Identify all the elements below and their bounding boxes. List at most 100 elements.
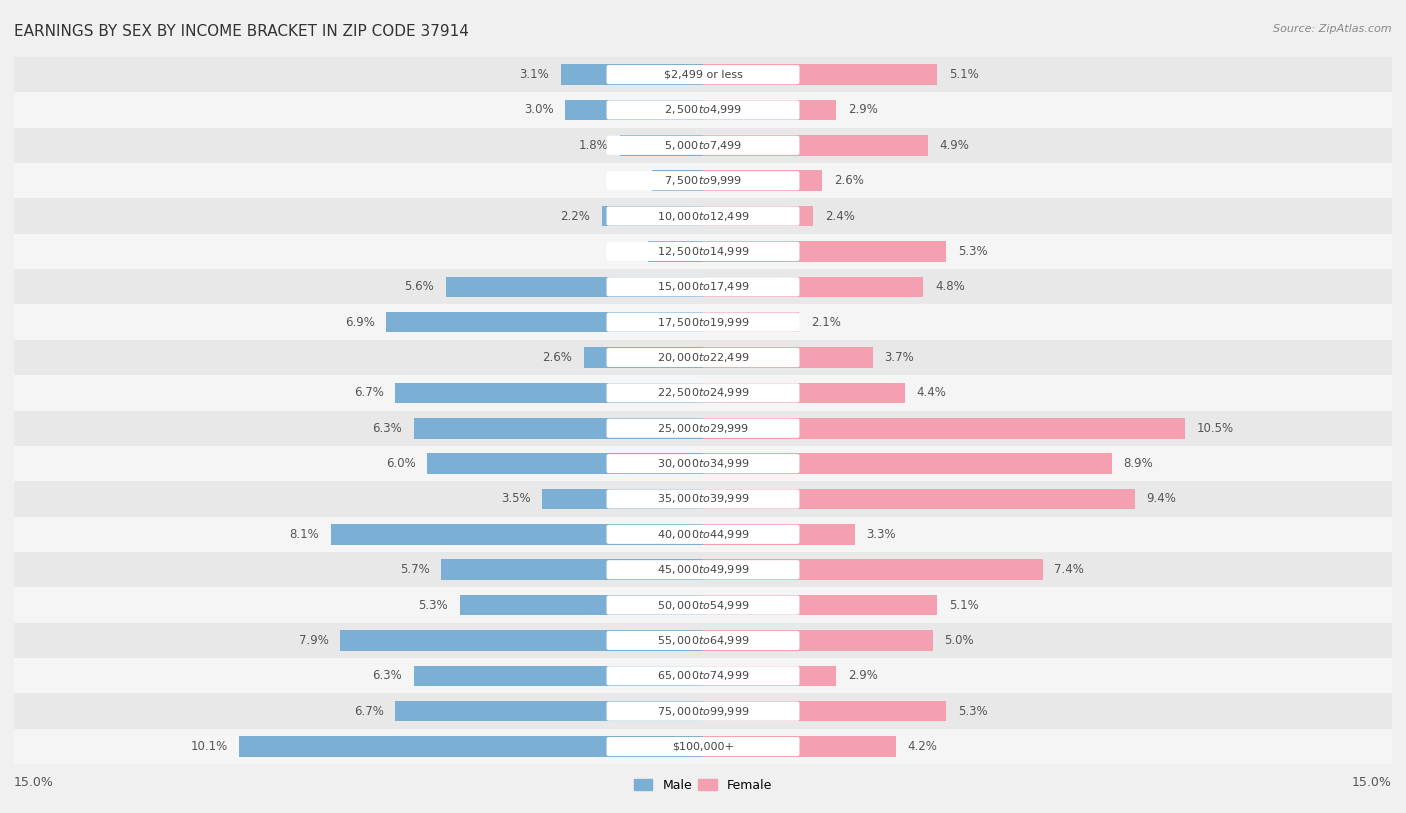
- FancyBboxPatch shape: [606, 525, 800, 544]
- Bar: [14, 304, 1392, 340]
- Bar: [14, 481, 1392, 517]
- FancyBboxPatch shape: [606, 65, 800, 84]
- Text: $55,000 to $64,999: $55,000 to $64,999: [657, 634, 749, 647]
- FancyBboxPatch shape: [606, 384, 800, 402]
- Text: $2,499 or less: $2,499 or less: [664, 70, 742, 80]
- Bar: [703, 312, 800, 333]
- Text: 2.9%: 2.9%: [848, 103, 877, 116]
- Text: 7.4%: 7.4%: [1054, 563, 1084, 576]
- Bar: [703, 241, 946, 262]
- Text: 2.2%: 2.2%: [561, 210, 591, 223]
- Text: 4.4%: 4.4%: [917, 386, 946, 399]
- Text: 2.1%: 2.1%: [811, 315, 841, 328]
- Text: EARNINGS BY SEX BY INCOME BRACKET IN ZIP CODE 37914: EARNINGS BY SEX BY INCOME BRACKET IN ZIP…: [14, 24, 470, 39]
- Bar: [703, 666, 837, 686]
- Text: 6.7%: 6.7%: [354, 705, 384, 718]
- Text: 1.1%: 1.1%: [612, 174, 641, 187]
- Text: 6.0%: 6.0%: [387, 457, 416, 470]
- FancyBboxPatch shape: [606, 596, 800, 615]
- Bar: [441, 559, 703, 580]
- Text: 4.2%: 4.2%: [907, 740, 938, 753]
- FancyBboxPatch shape: [606, 277, 800, 296]
- Text: $5,000 to $7,499: $5,000 to $7,499: [664, 139, 742, 152]
- Text: 3.1%: 3.1%: [519, 68, 550, 81]
- Bar: [703, 559, 1043, 580]
- FancyBboxPatch shape: [606, 172, 800, 190]
- Bar: [14, 693, 1392, 729]
- Text: 6.3%: 6.3%: [373, 669, 402, 682]
- Bar: [703, 524, 855, 545]
- Bar: [340, 630, 703, 650]
- Text: $25,000 to $29,999: $25,000 to $29,999: [657, 422, 749, 435]
- FancyBboxPatch shape: [606, 631, 800, 650]
- Bar: [703, 100, 837, 120]
- Bar: [14, 198, 1392, 233]
- Bar: [14, 623, 1392, 658]
- Text: $22,500 to $24,999: $22,500 to $24,999: [657, 386, 749, 399]
- Text: 8.1%: 8.1%: [290, 528, 319, 541]
- Text: 5.6%: 5.6%: [405, 280, 434, 293]
- Text: 8.9%: 8.9%: [1123, 457, 1153, 470]
- Text: $30,000 to $34,999: $30,000 to $34,999: [657, 457, 749, 470]
- Bar: [703, 630, 932, 650]
- FancyBboxPatch shape: [606, 313, 800, 332]
- Text: 15.0%: 15.0%: [14, 776, 53, 789]
- Bar: [620, 135, 703, 155]
- Bar: [413, 418, 703, 438]
- Text: 4.9%: 4.9%: [939, 139, 969, 152]
- Text: $75,000 to $99,999: $75,000 to $99,999: [657, 705, 749, 718]
- FancyBboxPatch shape: [606, 702, 800, 720]
- Bar: [565, 100, 703, 120]
- Text: 2.9%: 2.9%: [848, 669, 877, 682]
- Bar: [703, 206, 813, 226]
- Text: $17,500 to $19,999: $17,500 to $19,999: [657, 315, 749, 328]
- Bar: [14, 269, 1392, 304]
- Text: $100,000+: $100,000+: [672, 741, 734, 751]
- Bar: [652, 171, 703, 191]
- Bar: [446, 276, 703, 297]
- Text: 1.2%: 1.2%: [606, 245, 637, 258]
- Text: 5.7%: 5.7%: [399, 563, 430, 576]
- Text: 3.7%: 3.7%: [884, 351, 914, 364]
- Bar: [543, 489, 703, 509]
- Bar: [14, 92, 1392, 128]
- Bar: [460, 595, 703, 615]
- Text: 10.5%: 10.5%: [1197, 422, 1234, 435]
- Bar: [602, 206, 703, 226]
- FancyBboxPatch shape: [606, 242, 800, 261]
- Bar: [14, 517, 1392, 552]
- Bar: [239, 737, 703, 757]
- FancyBboxPatch shape: [606, 419, 800, 437]
- Bar: [561, 64, 703, 85]
- Text: $20,000 to $22,499: $20,000 to $22,499: [657, 351, 749, 364]
- FancyBboxPatch shape: [606, 101, 800, 120]
- FancyBboxPatch shape: [606, 737, 800, 756]
- Text: 5.0%: 5.0%: [945, 634, 974, 647]
- Text: 7.9%: 7.9%: [299, 634, 329, 647]
- Text: 3.0%: 3.0%: [524, 103, 554, 116]
- Bar: [703, 737, 896, 757]
- Bar: [395, 701, 703, 721]
- Legend: Male, Female: Male, Female: [628, 774, 778, 797]
- Bar: [14, 128, 1392, 163]
- Text: 2.6%: 2.6%: [834, 174, 863, 187]
- Text: $10,000 to $12,499: $10,000 to $12,499: [657, 210, 749, 223]
- Text: 6.9%: 6.9%: [344, 315, 374, 328]
- Text: $7,500 to $9,999: $7,500 to $9,999: [664, 174, 742, 187]
- Bar: [14, 163, 1392, 198]
- Text: Source: ZipAtlas.com: Source: ZipAtlas.com: [1274, 24, 1392, 34]
- Bar: [427, 454, 703, 474]
- Bar: [703, 347, 873, 367]
- Bar: [703, 383, 905, 403]
- Text: 9.4%: 9.4%: [1146, 493, 1175, 506]
- Bar: [703, 418, 1185, 438]
- Bar: [703, 171, 823, 191]
- Bar: [14, 552, 1392, 587]
- Text: $15,000 to $17,499: $15,000 to $17,499: [657, 280, 749, 293]
- Bar: [703, 454, 1112, 474]
- Bar: [648, 241, 703, 262]
- Text: 15.0%: 15.0%: [1353, 776, 1392, 789]
- Text: 5.3%: 5.3%: [957, 245, 987, 258]
- Text: 1.8%: 1.8%: [579, 139, 609, 152]
- Text: $12,500 to $14,999: $12,500 to $14,999: [657, 245, 749, 258]
